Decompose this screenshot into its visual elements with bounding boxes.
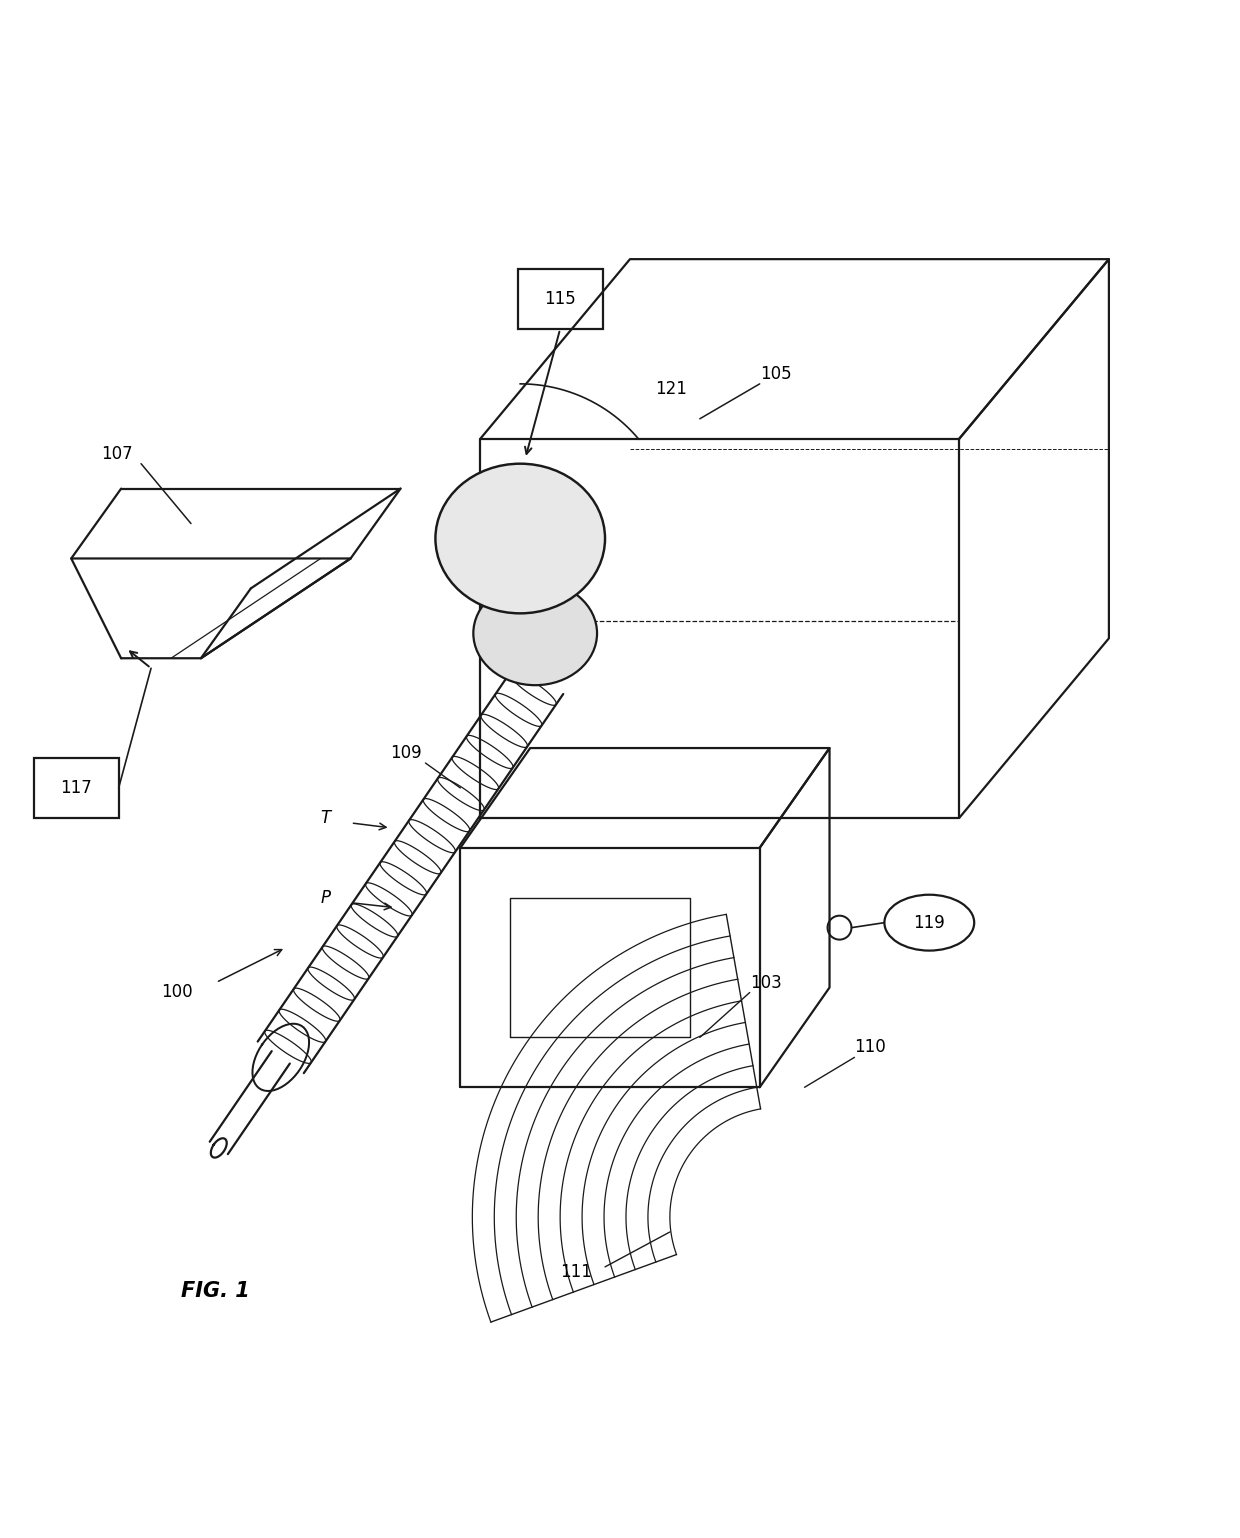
Bar <box>33 758 119 818</box>
Text: P: P <box>321 889 331 907</box>
Text: 117: 117 <box>61 778 92 797</box>
Ellipse shape <box>435 463 605 614</box>
Ellipse shape <box>474 581 596 686</box>
Text: T: T <box>321 809 331 827</box>
Text: 115: 115 <box>544 291 577 308</box>
Text: FIG. 1: FIG. 1 <box>181 1281 249 1301</box>
Text: 121: 121 <box>655 380 687 398</box>
Text: 103: 103 <box>750 974 781 992</box>
Text: 119: 119 <box>914 914 945 932</box>
Bar <box>518 269 603 329</box>
Text: 110: 110 <box>854 1038 887 1057</box>
Text: 109: 109 <box>391 744 422 761</box>
Text: 100: 100 <box>161 983 192 1001</box>
Text: 105: 105 <box>760 365 791 383</box>
Text: 107: 107 <box>102 444 133 463</box>
Text: 111: 111 <box>560 1263 591 1281</box>
